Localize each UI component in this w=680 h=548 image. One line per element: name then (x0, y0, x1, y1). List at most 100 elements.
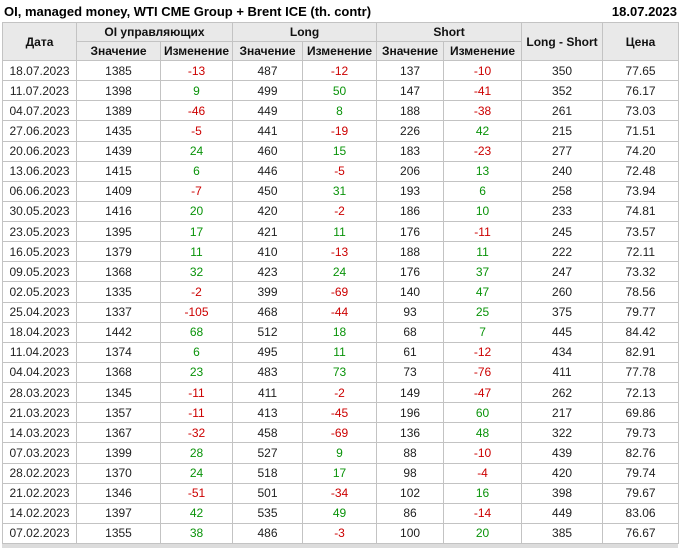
long-change-cell: 17 (302, 462, 378, 484)
table-row: 18.07.2023 1385 -13 487 -12 137 -10 350 77.65 (2, 59, 680, 82)
short-value-cell: 206 (376, 160, 445, 182)
table-row: 07.03.2023 1399 28 527 9 88 -10 439 82.76 (2, 442, 680, 464)
oi-value-cell: 1368 (76, 361, 161, 384)
short-change-cell: 6 (443, 180, 523, 202)
price-cell: 72.11 (602, 241, 680, 263)
short-change-cell: 11 (443, 241, 523, 263)
short-value-cell: 136 (376, 422, 445, 444)
date-cell: 14.03.2023 (2, 422, 77, 444)
table-row: 30.05.2023 1416 20 420 -2 186 10 233 74.81 (2, 200, 680, 223)
column-header-date: Дата (2, 22, 77, 61)
short-value-cell: 93 (376, 301, 445, 323)
date-cell: 18.07.2023 (2, 59, 77, 82)
date-cell: 09.05.2023 (2, 261, 77, 283)
oi-value-cell: 1379 (76, 241, 161, 263)
table-row: 13.06.2023 1415 6 446 -5 206 13 240 72.48 (2, 160, 680, 182)
price-cell: 73.32 (602, 261, 680, 283)
oi-value-cell: 1409 (76, 180, 161, 202)
long-short-cell: 245 (521, 220, 604, 243)
oi-value-cell: 1374 (76, 341, 161, 363)
subheader-oi-value: Значение (76, 41, 161, 61)
oi-value-cell: 1415 (76, 160, 161, 182)
short-change-cell: -76 (443, 361, 523, 384)
table-body: 18.07.2023 1385 -13 487 -12 137 -10 350 77.65 11.… (2, 59, 680, 545)
table-row: 11.07.2023 1398 9 499 50 147 -41 352 76.17 (2, 80, 680, 102)
long-change-cell: 11 (302, 341, 378, 363)
short-change-cell: 20 (443, 522, 523, 545)
price-cell: 79.74 (602, 462, 680, 484)
page-title: OI, managed money, WTI CME Group + Brent… (4, 3, 372, 19)
date-cell: 20.06.2023 (2, 140, 77, 162)
price-cell: 84.42 (602, 321, 680, 343)
price-cell: 77.65 (602, 59, 680, 82)
long-short-cell: 439 (521, 442, 604, 464)
price-cell: 77.78 (602, 361, 680, 384)
price-cell: 74.20 (602, 140, 680, 162)
short-change-cell: 48 (443, 422, 523, 444)
oi-value-cell: 1346 (76, 482, 161, 504)
column-group-long: Long (232, 22, 378, 42)
long-short-cell: 240 (521, 160, 604, 182)
long-change-cell: -44 (302, 301, 378, 323)
long-short-cell: 215 (521, 120, 604, 142)
long-value-cell: 449 (232, 100, 304, 122)
price-cell: 69.86 (602, 402, 680, 424)
long-short-cell: 352 (521, 80, 604, 102)
long-short-cell: 434 (521, 341, 604, 363)
short-change-cell: -23 (443, 140, 523, 162)
oi-value-cell: 1399 (76, 442, 161, 464)
short-value-cell: 147 (376, 80, 445, 102)
oi-change-cell: -32 (159, 422, 234, 444)
long-value-cell: 441 (232, 120, 304, 142)
table-row: 18.04.2023 1442 68 512 18 68 7 445 84.42 (2, 321, 680, 343)
date-cell: 21.02.2023 (2, 482, 77, 504)
long-change-cell: 50 (302, 80, 378, 102)
short-change-cell: -14 (443, 502, 523, 524)
oi-change-cell: -46 (159, 100, 234, 122)
long-value-cell: 501 (232, 482, 304, 504)
long-short-cell: 322 (521, 422, 604, 444)
table-row: 14.03.2023 1367 -32 458 -69 136 48 322 79.73 (2, 422, 680, 444)
short-change-cell: 42 (443, 120, 523, 142)
short-change-cell: -47 (443, 381, 523, 404)
long-value-cell: 410 (232, 241, 304, 263)
oi-value-cell: 1398 (76, 80, 161, 102)
oi-change-cell: 68 (159, 321, 234, 343)
short-change-cell: 10 (443, 200, 523, 223)
long-change-cell: -13 (302, 241, 378, 263)
date-cell: 04.07.2023 (2, 100, 77, 122)
date-cell: 11.04.2023 (2, 341, 77, 363)
price-cell: 71.51 (602, 120, 680, 142)
date-cell: 25.04.2023 (2, 301, 77, 323)
table-row: 14.02.2023 1397 42 535 49 86 -14 449 83.06 (2, 502, 680, 524)
long-change-cell: -19 (302, 120, 378, 142)
oi-change-cell: -13 (159, 59, 234, 82)
oi-change-cell: 42 (159, 502, 234, 524)
date-cell: 28.03.2023 (2, 381, 77, 404)
long-value-cell: 486 (232, 522, 304, 545)
oi-change-cell: -7 (159, 180, 234, 202)
short-change-cell: -4 (443, 462, 523, 484)
oi-change-cell: -51 (159, 482, 234, 504)
date-cell: 23.05.2023 (2, 220, 77, 243)
table-row: 25.04.2023 1337 -105 468 -44 93 25 375 79.77 (2, 301, 680, 323)
table-row: 11.04.2023 1374 6 495 11 61 -12 434 82.91 (2, 341, 680, 363)
short-value-cell: 183 (376, 140, 445, 162)
oi-value-cell: 1370 (76, 462, 161, 484)
table-row: 04.07.2023 1389 -46 449 8 188 -38 261 73.03 (2, 100, 680, 122)
long-change-cell: -34 (302, 482, 378, 504)
subheader-oi-change: Изменение (159, 41, 234, 61)
oi-value-cell: 1397 (76, 502, 161, 524)
table-header: Дата OI управляющих Long Short Long - Sh… (2, 22, 680, 61)
short-value-cell: 86 (376, 502, 445, 524)
oi-change-cell: 9 (159, 80, 234, 102)
date-cell: 14.02.2023 (2, 502, 77, 524)
oi-value-cell: 1368 (76, 261, 161, 283)
short-change-cell: -10 (443, 59, 523, 82)
long-change-cell: 9 (302, 442, 378, 464)
oi-value-cell: 1355 (76, 522, 161, 545)
short-value-cell: 61 (376, 341, 445, 363)
oi-value-cell: 1385 (76, 59, 161, 82)
column-group-short: Short (376, 22, 523, 42)
